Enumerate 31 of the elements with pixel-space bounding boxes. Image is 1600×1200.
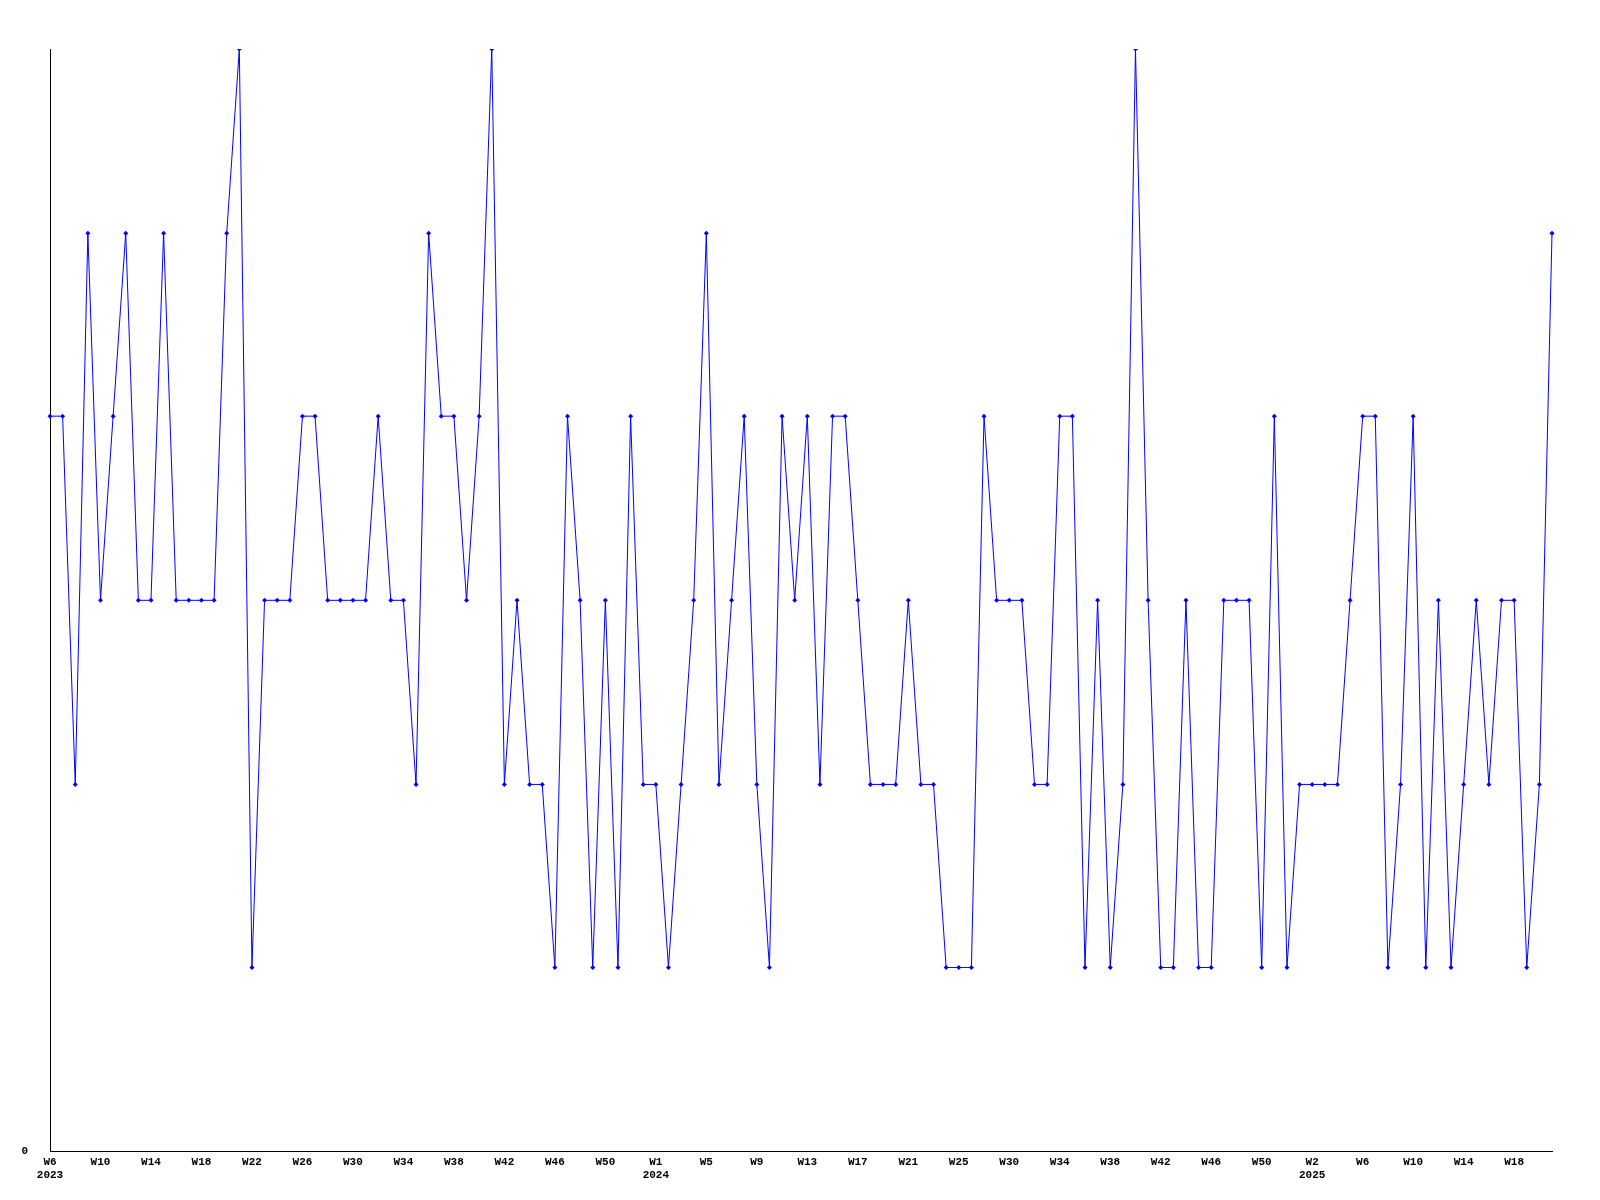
text: 0 [21, 1145, 28, 1158]
x-tick-label: W18 [1504, 1155, 1525, 1168]
x-tick-label: W10 [1403, 1155, 1424, 1168]
x-tick-label: W18 [191, 1155, 212, 1168]
x-tick-label: W30 [999, 1155, 1020, 1168]
x-tick-label: W50 [595, 1155, 616, 1168]
x-tick-label: W50 [1251, 1155, 1272, 1168]
x-tick-label: W38 [443, 1155, 465, 1168]
x-tick-label: W34 [393, 1155, 414, 1168]
x-tick-label: W17 [847, 1155, 868, 1168]
x-tick-label: W13 [797, 1155, 818, 1168]
x-tick-label: W14 [141, 1155, 162, 1168]
x-tick-label: W46 [544, 1155, 565, 1168]
x-tick-label: W21 [898, 1155, 919, 1168]
x-tick-label: W22 [242, 1155, 262, 1168]
x-tick-label: W42 [1150, 1155, 1171, 1168]
x-tick-label: W10 [90, 1155, 111, 1168]
x-tick-label: W6 2023 [36, 1155, 64, 1182]
x-tick-label: W34 [1049, 1155, 1071, 1168]
x-tick-label: W30 [343, 1155, 363, 1168]
x-tick-label: W6 [1356, 1155, 1370, 1168]
x-tick-label: W1 2024 [642, 1155, 670, 1182]
x-tick-label: W38 [1100, 1155, 1121, 1168]
x-tick-label: W14 [1453, 1155, 1474, 1168]
x-tick-label: W5 [699, 1155, 714, 1168]
x-tick-label: W46 [1201, 1155, 1222, 1168]
x-tick-label: W26 [292, 1155, 313, 1168]
x-tick-label: W2 2025 [1298, 1155, 1326, 1182]
x-tick-label: W42 [494, 1155, 515, 1168]
x-tick-label: W9 [750, 1155, 764, 1168]
x-tick-label: W25 [948, 1155, 970, 1168]
